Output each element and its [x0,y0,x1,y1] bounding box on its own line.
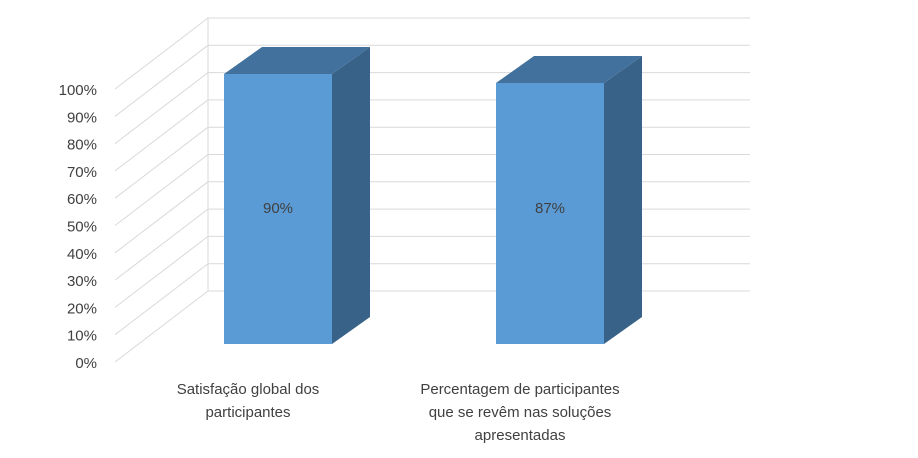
bar-top [224,47,370,74]
bar [496,56,642,344]
y-tick-label: 50% [67,218,97,235]
grid-line [114,72,750,144]
y-tick-label: 100% [59,82,97,99]
grid-line [114,17,750,90]
x-tick-label: Satisfação global dos participantes [177,381,320,421]
x-tick-label: Percentagem de participantes que se revêm… [420,381,619,444]
value-label: 90% [263,200,293,217]
y-tick-label: 70% [67,164,97,181]
value-label: 87% [535,200,565,217]
bar [224,47,370,344]
grid-line [114,126,750,199]
y-tick-label: 30% [67,273,97,290]
y-tick-label: 20% [67,300,97,317]
y-tick-label: 90% [67,109,97,126]
grid-line [114,154,750,226]
bar-front [496,83,604,344]
y-tick-label: 0% [75,355,97,372]
y-tick-label: 40% [67,246,97,263]
bar-front [224,74,332,344]
grid-line [114,181,750,254]
y-tick-label: 10% [67,328,97,345]
y-tick-label: 60% [67,191,97,208]
bar-top [496,56,642,83]
grid-line [114,44,750,117]
bar-side [332,47,370,344]
grid-line [114,290,750,363]
grid-line [114,263,750,336]
y-tick-label: 80% [67,137,97,154]
grid-line [114,235,750,308]
bar-side [604,56,642,344]
grid-line [114,99,750,172]
grid-line [114,208,750,281]
